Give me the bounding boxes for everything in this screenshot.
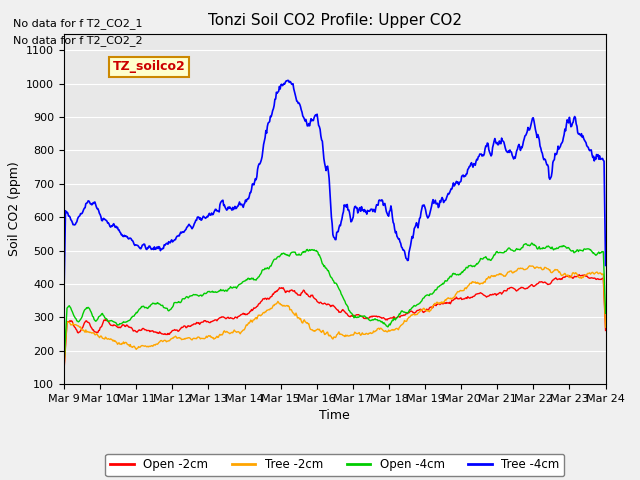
Tree -2cm <box>417 308 424 314</box>
Tree -4cm <box>70 222 77 228</box>
Open -4cm <box>528 240 536 246</box>
Tree -2cm <box>602 324 609 330</box>
Tree -4cm <box>417 209 425 215</box>
Tree -4cm <box>401 252 409 257</box>
Open -4cm <box>60 362 68 368</box>
Tree -2cm <box>209 335 217 340</box>
Tree -2cm <box>401 318 408 324</box>
X-axis label: Time: Time <box>319 409 350 422</box>
Open -2cm <box>209 318 217 324</box>
Text: No data for f T2_CO2_2: No data for f T2_CO2_2 <box>13 35 143 46</box>
Title: Tonzi Soil CO2 Profile: Upper CO2: Tonzi Soil CO2 Profile: Upper CO2 <box>208 13 462 28</box>
Line: Open -4cm: Open -4cm <box>64 243 605 365</box>
Text: TZ_soilco2: TZ_soilco2 <box>113 60 186 73</box>
Open -4cm <box>401 309 408 315</box>
Open -2cm <box>180 323 188 329</box>
Tree -4cm <box>209 212 217 217</box>
Open -4cm <box>70 312 77 318</box>
Open -2cm <box>575 272 583 277</box>
Tree -2cm <box>180 336 188 341</box>
Y-axis label: Soil CO2 (ppm): Soil CO2 (ppm) <box>8 161 20 256</box>
Open -2cm <box>401 312 408 318</box>
Open -4cm <box>209 289 217 295</box>
Open -4cm <box>125 317 133 323</box>
Tree -4cm <box>180 228 188 234</box>
Legend: Open -2cm, Tree -2cm, Open -4cm, Tree -4cm: Open -2cm, Tree -2cm, Open -4cm, Tree -4… <box>106 454 564 476</box>
Tree -4cm <box>284 77 292 83</box>
Open -2cm <box>417 306 424 312</box>
Line: Open -2cm: Open -2cm <box>64 275 605 371</box>
Tree -4cm <box>60 290 68 296</box>
Open -2cm <box>125 324 133 330</box>
Tree -2cm <box>525 263 533 269</box>
Open -4cm <box>602 311 609 316</box>
Open -2cm <box>602 327 609 333</box>
Tree -4cm <box>602 263 609 268</box>
Tree -2cm <box>60 366 68 372</box>
Open -4cm <box>180 296 188 302</box>
Open -4cm <box>417 300 424 306</box>
Line: Tree -2cm: Tree -2cm <box>64 266 605 369</box>
Tree -2cm <box>125 343 133 349</box>
Text: No data for f T2_CO2_1: No data for f T2_CO2_1 <box>13 18 142 29</box>
Open -2cm <box>70 323 77 329</box>
Tree -4cm <box>125 235 133 241</box>
Open -2cm <box>60 368 68 373</box>
Line: Tree -4cm: Tree -4cm <box>64 80 605 293</box>
Tree -2cm <box>70 322 77 327</box>
